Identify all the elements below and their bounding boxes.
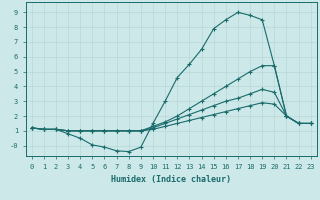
X-axis label: Humidex (Indice chaleur): Humidex (Indice chaleur) [111, 175, 231, 184]
